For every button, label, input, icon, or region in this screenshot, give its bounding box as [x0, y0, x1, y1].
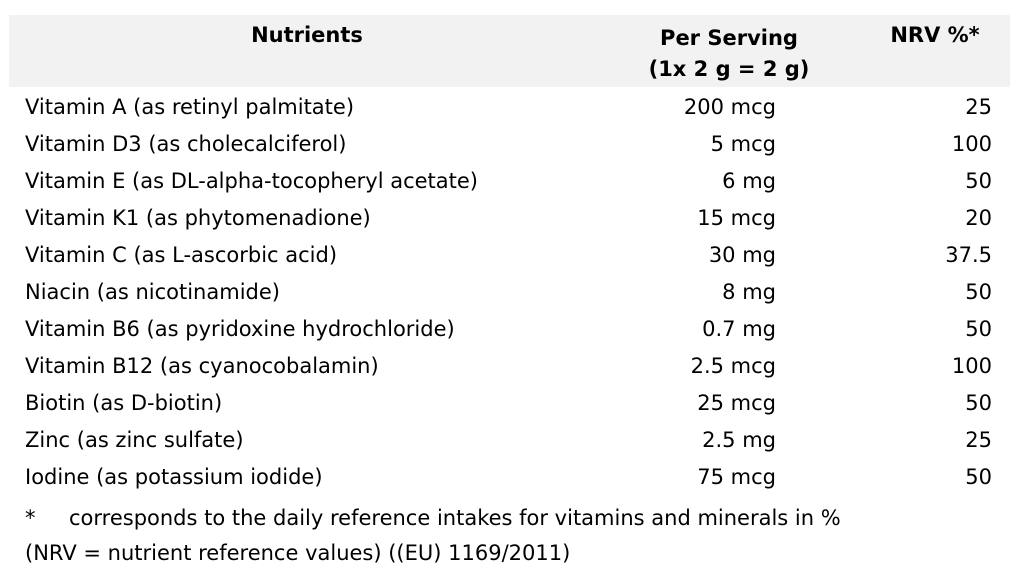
table-row: Zinc (as zinc sulfate) 2.5 mg 25 — [9, 424, 1010, 461]
nutrient-nrv: 50 — [965, 169, 992, 193]
nutrient-nrv: 50 — [965, 280, 992, 304]
nutrient-nrv: 50 — [965, 465, 992, 489]
nutrient-amount: 75 mcg — [697, 465, 776, 489]
header-per-serving: Per Serving (1x 2 g = 2 g) — [629, 23, 829, 85]
header-per-serving-line2: (1x 2 g = 2 g) — [648, 57, 810, 81]
table-row: Vitamin C (as L-ascorbic acid) 30 mg 37.… — [9, 239, 1010, 276]
header-nrv: NRV %* — [890, 23, 980, 47]
nutrient-name: Niacin (as nicotinamide) — [25, 280, 280, 304]
nutrient-amount: 200 mcg — [683, 95, 776, 119]
nutrient-amount: 2.5 mg — [702, 428, 776, 452]
nutrient-nrv: 50 — [965, 391, 992, 415]
footnote-text: corresponds to the daily reference intak… — [69, 506, 841, 530]
table-row: Niacin (as nicotinamide) 8 mg 50 — [9, 276, 1010, 313]
nutrient-name: Vitamin B6 (as pyridoxine hydrochloride) — [25, 317, 455, 341]
nutrient-nrv: 25 — [965, 95, 992, 119]
nutrient-nrv: 50 — [965, 317, 992, 341]
table-row: Vitamin A (as retinyl palmitate) 200 mcg… — [9, 91, 1010, 128]
footnote: * corresponds to the daily reference inta… — [25, 501, 841, 571]
nutrient-amount: 8 mg — [722, 280, 776, 304]
table-row: Iodine (as potassium iodide) 75 mcg 50 — [9, 461, 1010, 498]
nutrient-amount: 0.7 mg — [702, 317, 776, 341]
table-row: Vitamin B12 (as cyanocobalamin) 2.5 mcg … — [9, 350, 1010, 387]
nutrient-nrv: 25 — [965, 428, 992, 452]
table-row: Vitamin D3 (as cholecalciferol) 5 mcg 10… — [9, 128, 1010, 165]
footnote-line1: * corresponds to the daily reference inta… — [25, 501, 841, 536]
table-row: Vitamin B6 (as pyridoxine hydrochloride)… — [9, 313, 1010, 350]
nutrient-nrv: 100 — [951, 132, 992, 156]
nutrient-amount: 30 mg — [708, 243, 776, 267]
table-header: Nutrients Per Serving (1x 2 g = 2 g) NRV… — [9, 15, 1010, 87]
nutrient-nrv: 100 — [951, 354, 992, 378]
nutrient-name: Zinc (as zinc sulfate) — [25, 428, 244, 452]
footnote-line2: (NRV = nutrient reference values) ((EU) … — [25, 541, 571, 565]
nutrient-name: Vitamin A (as retinyl palmitate) — [25, 95, 355, 119]
nutrition-table: Nutrients Per Serving (1x 2 g = 2 g) NRV… — [9, 15, 1010, 489]
nutrient-nrv: 37.5 — [945, 243, 992, 267]
nutrient-amount: 5 mcg — [710, 132, 776, 156]
header-per-serving-line1: Per Serving — [660, 26, 798, 50]
nutrient-amount: 6 mg — [722, 169, 776, 193]
table-row: Vitamin K1 (as phytomenadione) 15 mcg 20 — [9, 202, 1010, 239]
nutrient-name: Vitamin D3 (as cholecalciferol) — [25, 132, 347, 156]
nutrient-amount: 15 mcg — [697, 206, 776, 230]
nutrient-name: Vitamin E (as DL-alpha-tocopheryl acetat… — [25, 169, 478, 193]
table-row: Biotin (as D-biotin) 25 mcg 50 — [9, 387, 1010, 424]
table-row: Vitamin E (as DL-alpha-tocopheryl acetat… — [9, 165, 1010, 202]
table-body: Vitamin A (as retinyl palmitate) 200 mcg… — [9, 91, 1010, 498]
header-nutrients: Nutrients — [251, 23, 363, 47]
nutrient-name: Vitamin K1 (as phytomenadione) — [25, 206, 371, 230]
nutrient-name: Iodine (as potassium iodide) — [25, 465, 323, 489]
nutrient-nrv: 20 — [965, 206, 992, 230]
nutrient-amount: 25 mcg — [697, 391, 776, 415]
nutrient-name: Biotin (as D-biotin) — [25, 391, 223, 415]
footnote-marker: * — [25, 506, 36, 530]
nutrient-amount: 2.5 mcg — [690, 354, 776, 378]
nutrient-name: Vitamin C (as L-ascorbic acid) — [25, 243, 338, 267]
nutrient-name: Vitamin B12 (as cyanocobalamin) — [25, 354, 379, 378]
